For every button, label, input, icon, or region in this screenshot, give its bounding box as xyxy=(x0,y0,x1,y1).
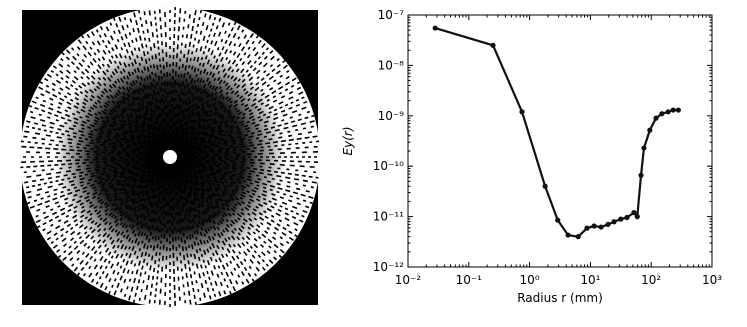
y-tick-label: 10⁻¹² xyxy=(373,260,404,274)
y-tick-label: 10⁻⁷ xyxy=(378,8,405,22)
data-point xyxy=(659,111,665,117)
x-tick-label: 10³ xyxy=(702,273,722,287)
data-point xyxy=(432,25,438,31)
data-point xyxy=(624,214,630,221)
data-point xyxy=(598,224,604,230)
x-tick-label: 10¹ xyxy=(580,273,600,287)
x-tick-label: 10⁻² xyxy=(395,273,422,287)
image-spoke xyxy=(66,33,171,158)
data-point xyxy=(611,219,617,225)
x-axis-label: Radius r (mm) xyxy=(517,291,603,305)
x-tick-label: 10⁰ xyxy=(520,273,540,287)
y-tick-label: 10⁻⁹ xyxy=(378,109,405,123)
data-point xyxy=(631,210,637,216)
data-point xyxy=(647,127,653,133)
data-point xyxy=(618,216,624,222)
y-tick-label: 10⁻¹¹ xyxy=(373,210,404,224)
y-tick-label: 10⁻⁸ xyxy=(378,58,405,72)
data-point xyxy=(653,115,659,121)
data-point xyxy=(641,145,647,151)
data-point xyxy=(584,225,590,231)
data-point xyxy=(565,232,571,238)
plot-frame xyxy=(407,14,713,268)
data-point xyxy=(519,109,525,115)
x-tick-label: 10² xyxy=(641,273,661,287)
data-point xyxy=(670,107,676,113)
data-point xyxy=(638,172,644,178)
data-point xyxy=(605,221,611,228)
data-point xyxy=(555,217,561,223)
data-line xyxy=(434,27,679,238)
image-center-dot xyxy=(163,150,177,164)
image-spoke xyxy=(46,53,171,158)
y-tick-label: 10⁻¹⁰ xyxy=(373,159,404,173)
data-point xyxy=(542,183,548,189)
x-tick-label: 10⁻¹ xyxy=(456,273,483,287)
y-axis-label: Ey(r) xyxy=(341,127,355,156)
data-point xyxy=(675,107,681,113)
radial-image xyxy=(20,7,320,307)
data-point xyxy=(591,223,597,229)
data-point xyxy=(665,109,671,115)
data-point xyxy=(575,234,581,240)
data-point xyxy=(634,214,640,220)
data-point xyxy=(490,42,496,48)
